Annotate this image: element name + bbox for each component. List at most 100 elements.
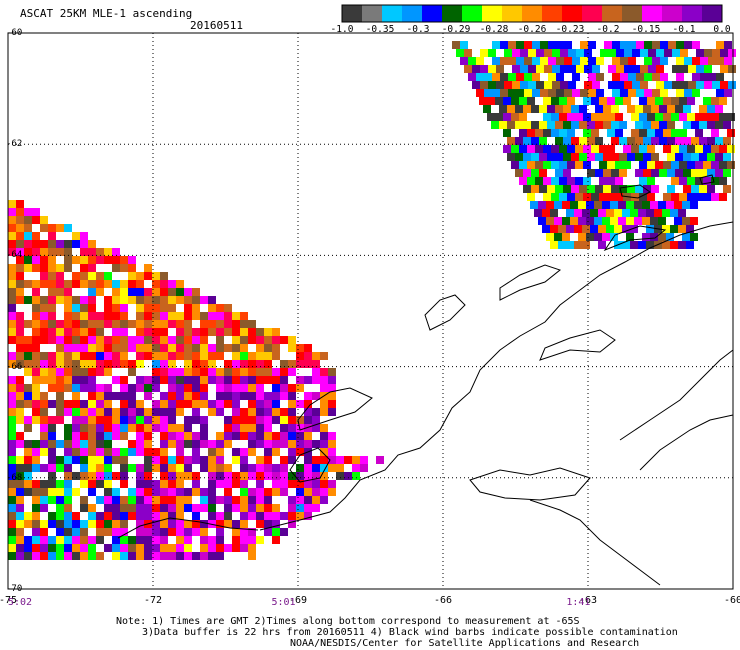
- heatmap-cell: [8, 464, 16, 472]
- heatmap-cell: [176, 464, 184, 472]
- heatmap-cell: [304, 464, 312, 472]
- heatmap-cell: [104, 480, 112, 488]
- heatmap-cell: [176, 408, 184, 416]
- heatmap-cell: [562, 233, 570, 241]
- heatmap-cell: [224, 400, 232, 408]
- heatmap-cell: [612, 89, 620, 97]
- heatmap-cell: [152, 376, 160, 384]
- heatmap-cell: [24, 336, 32, 344]
- heatmap-cell: [336, 456, 344, 464]
- heatmap-cell: [639, 177, 647, 185]
- heatmap-cell: [120, 528, 128, 536]
- heatmap-cell: [160, 544, 168, 552]
- heatmap-cell: [96, 464, 104, 472]
- heatmap-cell: [539, 185, 547, 193]
- heatmap-cell: [112, 328, 120, 336]
- heatmap-cell: [136, 320, 144, 328]
- heatmap-cell: [168, 552, 176, 560]
- heatmap-cell: [48, 432, 56, 440]
- heatmap-cell: [704, 65, 712, 73]
- heatmap-cell: [536, 49, 544, 57]
- heatmap-cell: [32, 232, 40, 240]
- heatmap-cell: [48, 384, 56, 392]
- heatmap-cell: [152, 504, 160, 512]
- heatmap-cell: [288, 336, 296, 344]
- heatmap-cell: [640, 49, 648, 57]
- heatmap-cell: [16, 480, 24, 488]
- heatmap-cell: [32, 552, 40, 560]
- heatmap-cell: [16, 360, 24, 368]
- heatmap-cell: [240, 408, 248, 416]
- heatmap-cell: [312, 376, 320, 384]
- heatmap-cell: [32, 512, 40, 520]
- colorbar-tick-label: -0.15: [631, 24, 661, 35]
- heatmap-cell: [715, 105, 723, 113]
- heatmap-cell: [8, 248, 16, 256]
- heatmap-cell: [662, 225, 670, 233]
- heatmap-cell: [707, 105, 715, 113]
- heatmap-cell: [88, 544, 96, 552]
- heatmap-cell: [248, 432, 256, 440]
- heatmap-cell: [64, 480, 72, 488]
- heatmap-cell: [184, 360, 192, 368]
- heatmap-cell: [96, 280, 104, 288]
- heatmap-cell: [280, 416, 288, 424]
- heatmap-cell: [56, 384, 64, 392]
- heatmap-cell: [120, 416, 128, 424]
- heatmap-cell: [88, 480, 96, 488]
- heatmap-cell: [176, 392, 184, 400]
- heatmap-cell: [599, 177, 607, 185]
- heatmap-cell: [128, 296, 136, 304]
- heatmap-cell: [152, 400, 160, 408]
- heatmap-cell: [507, 121, 515, 129]
- heatmap-cell: [184, 296, 192, 304]
- heatmap-cell: [711, 113, 719, 121]
- heatmap-cell: [264, 416, 272, 424]
- heatmap-cell: [232, 376, 240, 384]
- heatmap-cell: [192, 296, 200, 304]
- heatmap-cell: [8, 504, 16, 512]
- heatmap-cell: [296, 472, 304, 480]
- heatmap-cell: [590, 209, 598, 217]
- heatmap-cell: [32, 320, 40, 328]
- heatmap-cell: [248, 544, 256, 552]
- heatmap-cell: [80, 256, 88, 264]
- heatmap-cell: [616, 81, 624, 89]
- heatmap-cell: [523, 121, 531, 129]
- heatmap-cell: [184, 424, 192, 432]
- heatmap-cell: [16, 400, 24, 408]
- heatmap-cell: [96, 424, 104, 432]
- heatmap-cell: [659, 137, 667, 145]
- heatmap-cell: [460, 57, 468, 65]
- heatmap-cell: [530, 201, 538, 209]
- heatmap-cell: [566, 241, 574, 249]
- heatmap-cell: [80, 280, 88, 288]
- heatmap-cell: [256, 384, 264, 392]
- heatmap-cell: [690, 233, 698, 241]
- heatmap-cell: [603, 105, 611, 113]
- heatmap-cell: [583, 193, 591, 201]
- heatmap-cell: [248, 440, 256, 448]
- heatmap-cell: [531, 137, 539, 145]
- heatmap-cell: [216, 392, 224, 400]
- heatmap-cell: [651, 185, 659, 193]
- heatmap-cell: [200, 344, 208, 352]
- heatmap-cell: [208, 448, 216, 456]
- heatmap-cell: [678, 225, 686, 233]
- heatmap-cell: [160, 440, 168, 448]
- heatmap-cell: [690, 201, 698, 209]
- heatmap-cell: [643, 185, 651, 193]
- heatmap-cell: [256, 368, 264, 376]
- heatmap-cell: [24, 472, 32, 480]
- heatmap-cell: [56, 360, 64, 368]
- heatmap-cell: [112, 336, 120, 344]
- heatmap-cell: [544, 65, 552, 73]
- heatmap-cell: [160, 528, 168, 536]
- heatmap-cell: [320, 464, 328, 472]
- heatmap-cell: [32, 288, 40, 296]
- heatmap-cell: [80, 544, 88, 552]
- heatmap-cell: [516, 41, 524, 49]
- heatmap-cell: [144, 472, 152, 480]
- heatmap-cell: [136, 312, 144, 320]
- x-tick-label: -66: [434, 595, 453, 606]
